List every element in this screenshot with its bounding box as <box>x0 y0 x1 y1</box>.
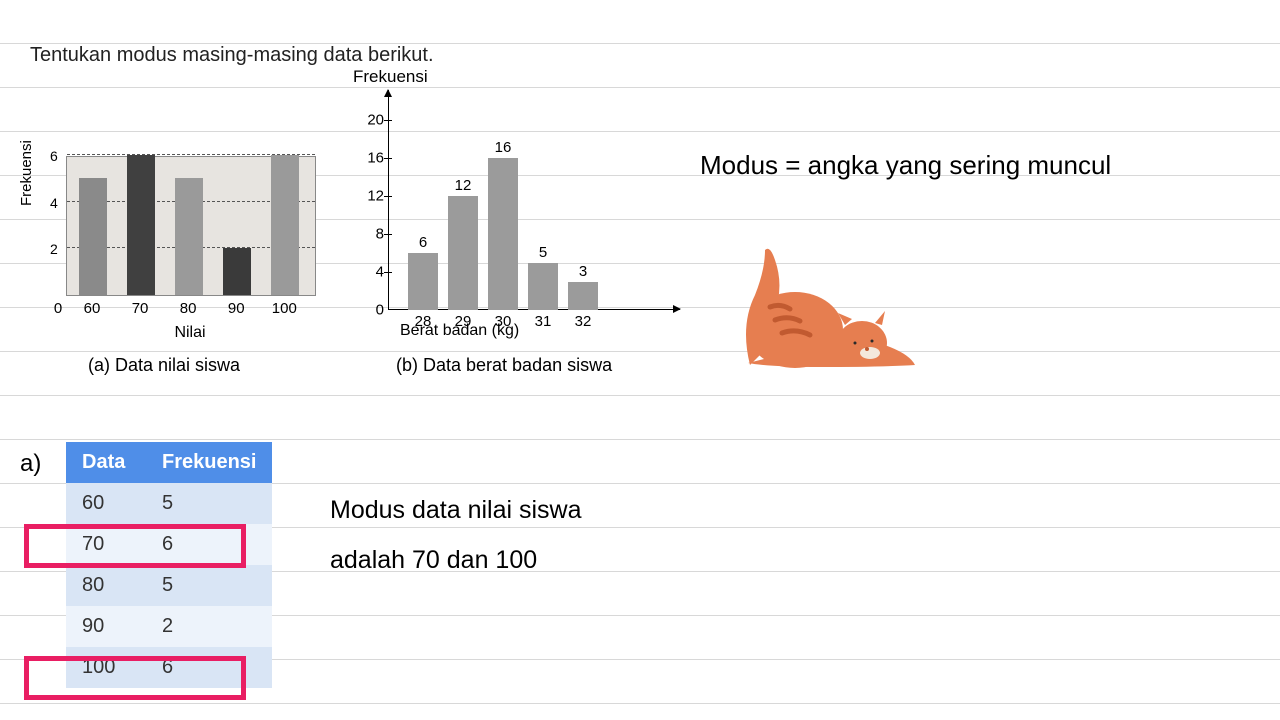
chart-b-xlabel: Berat badan (kg) <box>400 322 519 340</box>
answer-label: a) <box>20 450 41 478</box>
chart-a-bar <box>175 178 203 295</box>
table-row: 706 <box>66 524 272 565</box>
chart-a-xtick: 0 <box>54 300 62 317</box>
chart-b-value-label: 12 <box>455 177 472 194</box>
chart-b-bar <box>408 253 438 310</box>
chart-b-xtick: 31 <box>535 313 552 330</box>
chart-a-plot <box>66 156 316 296</box>
cat-illustration <box>720 225 920 375</box>
chart-a-bar <box>127 155 155 295</box>
answer-text-line1: Modus data nilai siswa <box>330 496 582 525</box>
table-row: 902 <box>66 606 272 647</box>
modus-definition: Modus = angka yang sering muncul <box>700 150 1111 181</box>
chart-a-bar <box>223 248 251 295</box>
table-row: 1006 <box>66 647 272 688</box>
chart-a-xtick: 70 <box>132 300 149 317</box>
chart-b-ytick: 8 <box>376 226 384 243</box>
chart-b-bar <box>448 196 478 310</box>
question-title: Tentukan modus masing-masing data beriku… <box>30 44 434 67</box>
chart-b-ytick: 12 <box>367 188 384 205</box>
chart-b-ytick: 4 <box>376 264 384 281</box>
chart-b-value-label: 3 <box>579 263 587 280</box>
chart-b-value-label: 5 <box>539 244 547 261</box>
chart-a-ytick: 6 <box>50 148 58 164</box>
chart-a-caption: (a) Data nilai siswa <box>88 355 240 376</box>
chart-b-ytick: 16 <box>367 150 384 167</box>
chart-a-ytick: 4 <box>50 195 58 211</box>
table-row: 805 <box>66 565 272 606</box>
table-header: Data <box>66 442 146 483</box>
chart-b-y-axis <box>388 90 389 310</box>
chart-b-xtick: 32 <box>575 313 592 330</box>
chart-a-bar <box>271 155 299 295</box>
chart-b-bar <box>488 158 518 310</box>
chart-b-ytick: 20 <box>367 112 384 129</box>
chart-b-value-label: 6 <box>419 234 427 251</box>
chart-b-bar <box>568 282 598 311</box>
answer-table: DataFrekuensi6057068059021006 <box>66 442 272 688</box>
chart-b: 04812162062812291630531332 <box>360 90 680 330</box>
answer-text-line2: adalah 70 dan 100 <box>330 546 537 575</box>
table-header: Frekuensi <box>146 442 272 483</box>
chart-a-xlabel: Nilai <box>40 324 340 342</box>
chart-b-title: Frekuensi <box>353 67 428 87</box>
chart-a-ytick: 2 <box>50 241 58 257</box>
chart-a-xtick: 90 <box>228 300 245 317</box>
chart-a-xtick: 60 <box>84 300 101 317</box>
chart-b-value-label: 16 <box>495 139 512 156</box>
chart-a-xtick: 100 <box>272 300 297 317</box>
chart-a-ylabel: Frekuensi <box>18 140 35 206</box>
chart-a-xtick: 80 <box>180 300 197 317</box>
table-row: 605 <box>66 483 272 524</box>
chart-b-bar <box>528 263 558 311</box>
chart-b-ytick: 0 <box>376 302 384 319</box>
chart-a-bar <box>79 178 107 295</box>
chart-a: Frekuensi 246 060708090100 Nilai <box>40 148 340 338</box>
chart-b-caption: (b) Data berat badan siswa <box>396 355 612 376</box>
